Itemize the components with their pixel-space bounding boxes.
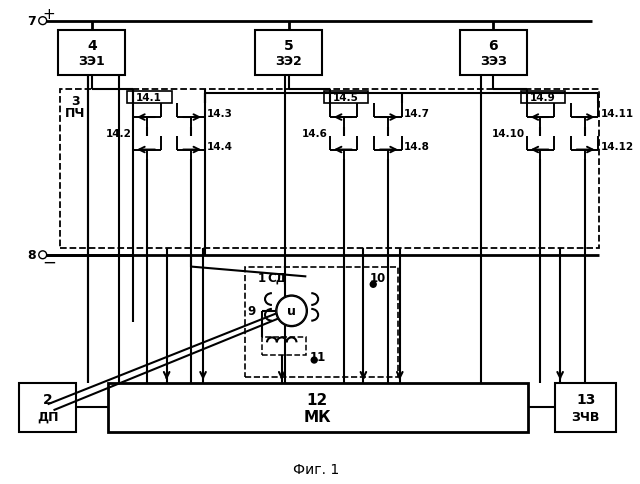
Text: 14.10: 14.10 [492,129,525,138]
Text: 14.11: 14.11 [600,109,634,119]
Text: 6: 6 [488,39,498,53]
Text: 14.1: 14.1 [136,93,162,103]
Text: −: − [43,253,56,271]
Text: ЗЭ1: ЗЭ1 [79,55,105,68]
Text: u: u [287,305,296,318]
Text: 8: 8 [28,249,36,262]
Text: МК: МК [303,409,331,424]
Text: 14.12: 14.12 [600,141,634,151]
Text: 14.3: 14.3 [207,109,233,119]
Text: 4: 4 [87,39,97,53]
Text: 2: 2 [43,393,52,407]
Text: 14.6: 14.6 [302,129,328,138]
Text: 13: 13 [576,393,595,407]
Text: 14.5: 14.5 [333,93,358,103]
Text: ЗЭ2: ЗЭ2 [275,55,302,68]
Text: 7: 7 [28,15,36,28]
Circle shape [371,282,376,287]
Circle shape [311,357,317,363]
Bar [262,338,307,355]
Text: ЗЧВ: ЗЧВ [572,410,600,423]
Bar [460,31,527,76]
Text: +: + [42,7,55,22]
Text: ДП: ДП [37,410,58,423]
Bar [60,90,600,248]
Text: 1: 1 [258,272,266,284]
Bar [245,267,398,377]
Bar [556,383,616,432]
Text: 12: 12 [307,392,328,407]
Text: 9: 9 [247,305,255,318]
Circle shape [39,251,47,259]
Bar [108,383,527,432]
Text: 14.7: 14.7 [404,109,429,119]
Text: СД: СД [267,272,287,284]
Text: 14.8: 14.8 [404,141,429,151]
Text: 14.4: 14.4 [207,141,233,151]
Circle shape [277,297,307,326]
Text: 11: 11 [309,350,326,363]
Text: 10: 10 [370,272,387,284]
Bar [324,91,368,104]
Circle shape [39,18,47,26]
Text: 5: 5 [284,39,294,53]
Bar [127,91,172,104]
Text: Фиг. 1: Фиг. 1 [293,462,339,476]
Text: ПЧ: ПЧ [65,106,85,120]
Text: 14.9: 14.9 [529,93,556,103]
Text: 3: 3 [71,95,79,107]
Bar [58,31,125,76]
Bar [521,91,565,104]
Text: ЗЭЗ: ЗЭЗ [480,55,507,68]
Circle shape [277,297,307,326]
Text: 14.2: 14.2 [106,129,131,138]
Bar [255,31,322,76]
Circle shape [276,296,307,327]
Bar [19,383,76,432]
